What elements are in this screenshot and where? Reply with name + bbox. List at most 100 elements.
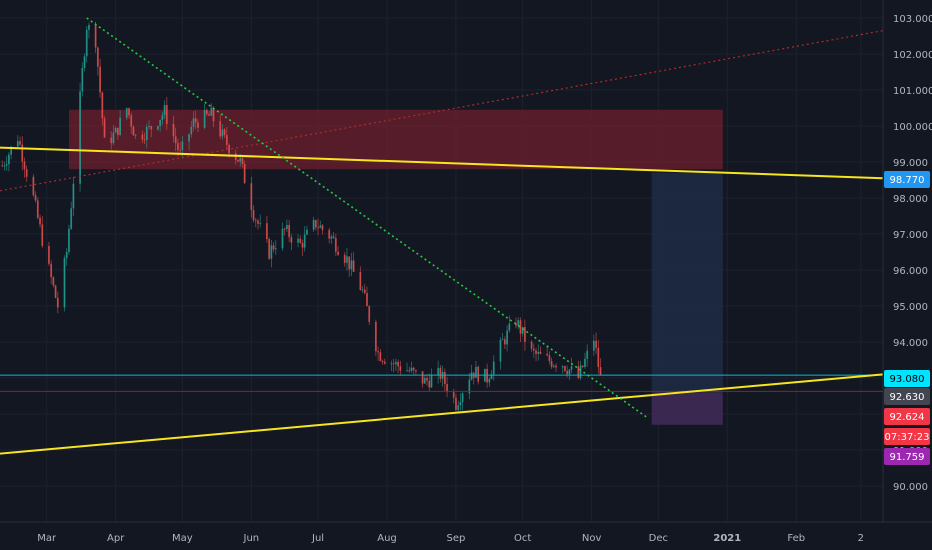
candle-body (116, 127, 119, 135)
candle-body (455, 397, 457, 410)
candle-body (7, 154, 10, 165)
candle-body (237, 159, 239, 162)
candle-body (16, 141, 19, 147)
candle-body (368, 306, 371, 322)
candle-body (470, 372, 473, 380)
candle-body (379, 352, 382, 361)
yellow-upper-trendline[interactable] (0, 146, 884, 180)
candle-body (48, 245, 50, 264)
candle-body (159, 119, 162, 127)
candle-body (36, 200, 39, 218)
stop-price-badge-bg (884, 448, 930, 465)
candle-body (150, 126, 153, 130)
candle-body (548, 355, 551, 362)
current-price-badge: 92.624 (890, 412, 925, 423)
candle-body (161, 115, 164, 120)
candle-body (488, 379, 491, 383)
candle-body (172, 123, 175, 137)
candle-body (192, 118, 195, 127)
candle-body (241, 158, 244, 164)
candle-body (210, 107, 213, 116)
time-axis[interactable]: Mar Apr May Jun Jul Aug Sep Oct Nov Dec 2021 Feb 2 (37, 533, 864, 544)
candle-body (72, 183, 75, 209)
candle-body (343, 254, 346, 263)
x-tick-label: Mar (37, 533, 57, 544)
candle-body (219, 121, 222, 137)
candle-body (39, 217, 41, 225)
candle-body (539, 351, 542, 354)
candle-body (452, 392, 455, 398)
candle-body (415, 370, 417, 372)
candle-body (397, 361, 400, 367)
candle-body (412, 367, 415, 371)
candle-body (306, 229, 308, 235)
candle-body (586, 350, 589, 359)
candle-body (110, 137, 113, 144)
stop-price-badge: 91.759 (890, 452, 925, 463)
candle-body (56, 297, 59, 308)
candle-body (208, 114, 210, 116)
candle-body (446, 384, 448, 393)
candle-body (577, 366, 580, 378)
candle-body (79, 91, 81, 184)
candle-body (250, 183, 253, 211)
current-price-badge-bg (884, 408, 930, 425)
candle-body (486, 368, 488, 383)
candle-body (32, 176, 35, 196)
candle-body (439, 367, 442, 379)
candle-body (177, 143, 179, 150)
candle-body (475, 366, 477, 378)
candle-body (530, 341, 533, 349)
candle-body (550, 361, 553, 367)
candle-body (468, 379, 471, 394)
candle-body (272, 245, 275, 250)
x-tick-label: Dec (649, 533, 668, 544)
candle-body (239, 158, 242, 162)
candle-body (112, 132, 115, 144)
candle-body (10, 146, 13, 155)
y-tick-label: 102.000 (893, 50, 932, 61)
candle-body (134, 134, 137, 136)
candle-body (410, 367, 413, 371)
candle-body (443, 371, 446, 385)
candle-body (94, 24, 97, 48)
position-stop-zone[interactable] (651, 392, 723, 425)
candle-body (212, 107, 215, 122)
candle-body (374, 321, 377, 352)
candle-body (381, 360, 384, 362)
candle-body (23, 161, 26, 170)
candle-body (83, 56, 86, 68)
x-tick-label: Sep (447, 533, 466, 544)
x-tick-label: 2 (858, 533, 864, 544)
candle-body (317, 227, 319, 229)
candle-body (252, 210, 255, 221)
candle-body (148, 126, 150, 127)
candle-body (501, 339, 504, 341)
candle-body (223, 129, 226, 136)
candle-body (132, 126, 135, 136)
candle-body (19, 141, 21, 145)
candle-body (359, 271, 362, 291)
candle-body (254, 220, 257, 221)
candle-body (25, 169, 28, 177)
candle-body (281, 228, 284, 249)
candle-body (290, 237, 293, 243)
bar-countdown-badge-bg (884, 428, 930, 445)
trend-lines[interactable] (0, 17, 884, 455)
x-tick-label: Feb (787, 533, 805, 544)
candle-body (521, 326, 524, 334)
candle-body (437, 367, 440, 376)
y-tick-label: 96.000 (893, 266, 928, 277)
candle-body (221, 129, 224, 137)
candle-body (114, 127, 117, 133)
x-tick-label: Nov (582, 533, 602, 544)
candle-body (383, 361, 386, 364)
candle-body (348, 256, 351, 270)
last-price-badge-bg (884, 388, 930, 405)
cyan-line-price-badge-bg (884, 370, 930, 387)
candle-body (63, 258, 66, 308)
position-target-zone[interactable] (651, 172, 723, 393)
candle-body (537, 351, 540, 354)
yellow-lower-trendline[interactable] (0, 373, 884, 455)
